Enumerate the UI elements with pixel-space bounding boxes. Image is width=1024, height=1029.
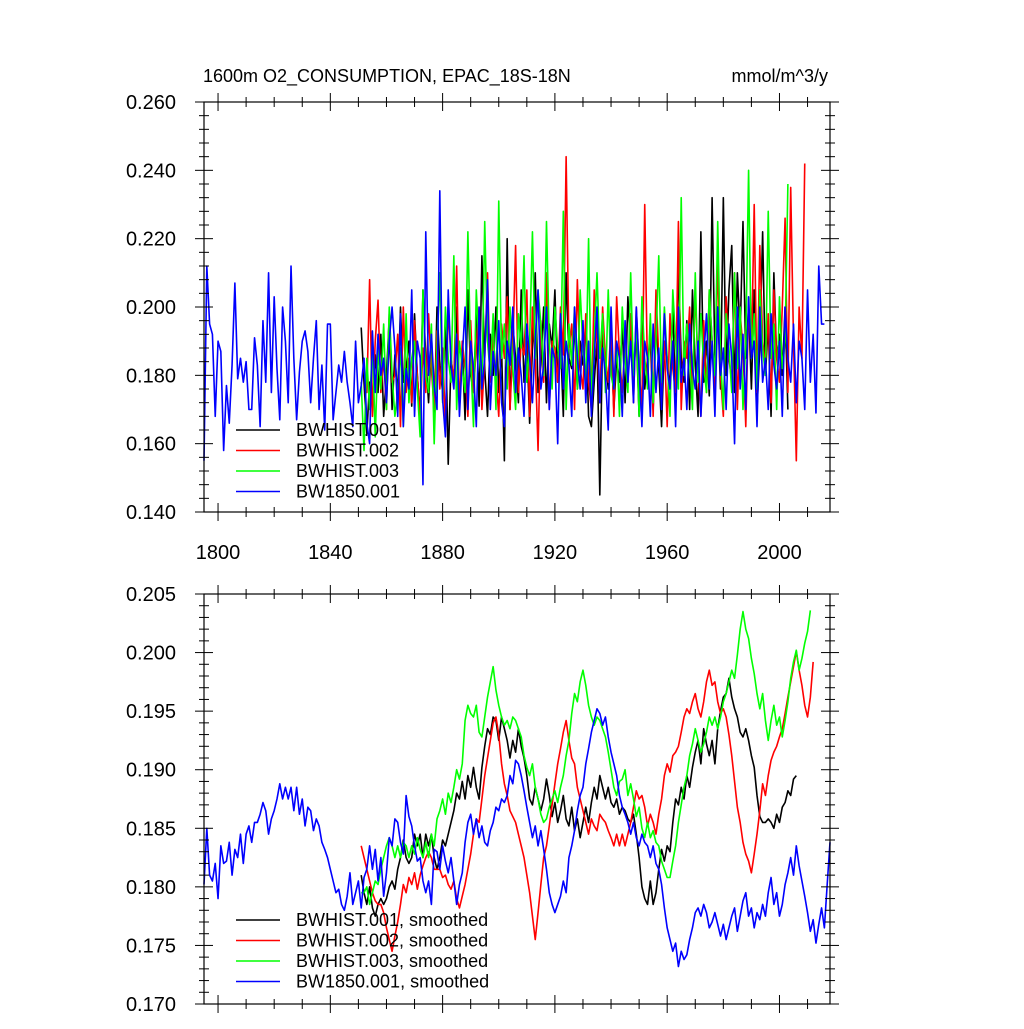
bottom-ytick-label-1: 0.175 (126, 935, 176, 957)
top-xtick-label-1: 1840 (308, 542, 353, 564)
bottom-panel-series-group (203, 610, 831, 968)
top-ytick-label-4: 0.220 (126, 229, 176, 251)
top-series-line-3 (203, 190, 825, 486)
top-xtick-label-5: 2000 (757, 542, 802, 564)
top-xtick-label-0: 1800 (196, 542, 241, 564)
top-ytick-label-6: 0.260 (126, 92, 176, 114)
top-panel-frame (203, 101, 831, 513)
bottom-ytick-label-4: 0.190 (126, 760, 176, 782)
top-ytick-label-0: 0.140 (126, 502, 176, 524)
top-legend-label-1: BWHIST.002 (296, 441, 399, 461)
bottom-panel-ticks: 0.170 0.175 0.180 0.185 0.190 0.195 0.200 0.205 (126, 584, 839, 1016)
bottom-legend-label-0: BWHIST.001, smoothed (296, 910, 488, 930)
top-ytick-label-1: 0.160 (126, 434, 176, 456)
bottom-ytick-label-6: 0.200 (126, 643, 176, 665)
bottom-ytick-label-7: 0.205 (126, 584, 176, 606)
top-legend-label-3: BW1850.001 (296, 482, 400, 502)
top-legend-label-0: BWHIST.001 (296, 420, 399, 440)
top-ytick-label-3: 0.200 (126, 297, 176, 319)
top-xtick-label-2: 1880 (420, 542, 465, 564)
bottom-series-line-2 (361, 610, 812, 906)
top-panel-series-group (203, 155, 825, 496)
bottom-series-line-1 (360, 650, 814, 953)
top-xtick-label-3: 1920 (533, 542, 578, 564)
top-panel-units: mmol/m^3/y (732, 66, 828, 86)
bottom-panel-frame (203, 593, 831, 1005)
bottom-series-line-3 (203, 707, 831, 968)
bottom-ytick-label-3: 0.185 (126, 818, 176, 840)
bottom-ytick-label-5: 0.195 (126, 701, 176, 723)
top-ytick-label-5: 0.240 (126, 160, 176, 182)
top-panel-title: 1600m O2_CONSUMPTION, EPAC_18S-18N (203, 66, 571, 87)
bottom-legend-label-3: BW1850.001, smoothed (296, 972, 489, 992)
top-legend-label-2: BWHIST.003 (296, 461, 399, 481)
bottom-ytick-label-2: 0.180 (126, 877, 176, 899)
top-xtick-label-4: 1960 (645, 542, 690, 564)
top-panel-ticks: 0.140 0.160 0.180 0.200 0.220 0.240 0.260 1800 1… (126, 92, 839, 564)
top-ytick-label-2: 0.180 (126, 365, 176, 387)
bottom-legend-label-2: BWHIST.003, smoothed (296, 951, 488, 971)
bottom-legend-label-1: BWHIST.002, smoothed (296, 931, 488, 951)
bottom-ytick-label-0: 0.170 (126, 994, 176, 1016)
